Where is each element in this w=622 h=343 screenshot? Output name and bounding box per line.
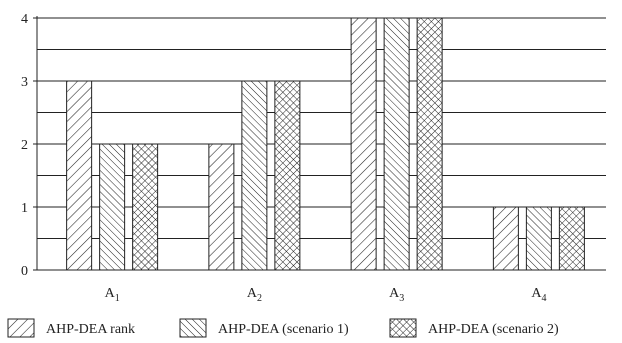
legend-swatch-3 xyxy=(389,318,417,338)
bar-1-4 xyxy=(492,206,519,271)
y-tick-label: 3 xyxy=(21,75,28,90)
x-tick-label: A1 xyxy=(105,286,120,304)
legend-label-3: AHP-DEA (scenario 2) xyxy=(428,322,559,337)
y-tick-label: 1 xyxy=(21,201,28,216)
bar-1-1 xyxy=(66,80,93,271)
bar-2-2 xyxy=(241,80,268,271)
legend-swatch-2 xyxy=(179,318,207,338)
bar-3-1 xyxy=(132,143,159,271)
bar-2-3 xyxy=(383,17,410,271)
legend-swatch-1 xyxy=(7,318,35,338)
x-tick-label: A4 xyxy=(531,286,546,304)
legend: AHP-DEA rank AHP-DEA (scenario 1) AHP-DEA … xyxy=(7,318,559,338)
bar-1-3 xyxy=(350,17,377,271)
legend-label-2: AHP-DEA (scenario 1) xyxy=(218,322,349,337)
legend-label-1: AHP-DEA rank xyxy=(46,322,135,337)
grid-lines xyxy=(37,17,606,239)
x-tick-label: A2 xyxy=(247,286,262,304)
x-tick-label: A3 xyxy=(389,286,404,304)
bar-2-1 xyxy=(99,143,126,271)
y-tick-label: 0 xyxy=(21,264,28,279)
bar-3-2 xyxy=(274,80,301,271)
y-tick-label: 4 xyxy=(21,12,28,27)
bar-3-4 xyxy=(558,206,585,271)
y-tick-label: 2 xyxy=(21,138,28,153)
bar-2-4 xyxy=(525,206,552,271)
axis-labels: 0 1 2 3 4 A1 A2 A3 A4 xyxy=(21,12,546,304)
bar-3-3 xyxy=(416,17,443,271)
bar-1-2 xyxy=(208,143,235,271)
bars xyxy=(66,17,585,271)
